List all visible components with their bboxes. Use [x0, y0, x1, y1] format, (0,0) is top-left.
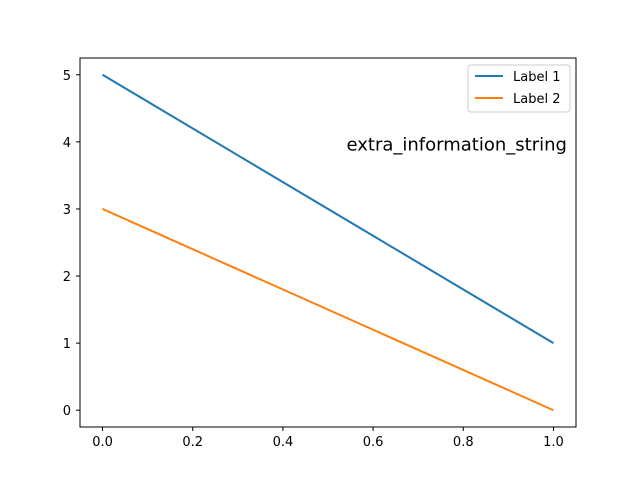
x-tick-label: 0.8 — [453, 435, 474, 450]
y-tick-label: 3 — [63, 203, 71, 218]
y-tick-label: 4 — [63, 136, 71, 151]
x-tick-label: 0.2 — [182, 435, 203, 450]
series-line-1 — [102, 73, 554, 344]
x-tick-label: 0.0 — [92, 435, 113, 450]
x-tick-label: 0.6 — [363, 435, 384, 450]
y-tick-label: 5 — [63, 69, 71, 84]
x-axis-ticks: 0.0 0.2 0.4 0.6 0.8 1.0 — [92, 427, 564, 450]
legend: Label 1 Label 2 — [467, 64, 571, 113]
y-axis-ticks: 0 1 2 3 4 5 — [63, 69, 80, 419]
x-tick-label: 1.0 — [543, 435, 564, 450]
series-lines — [102, 73, 554, 412]
axes-frame — [79, 57, 577, 428]
y-tick-label: 1 — [63, 337, 71, 352]
x-tick-label: 0.4 — [273, 435, 294, 450]
y-tick-label: 0 — [63, 404, 71, 419]
annotation-text: extra_information_string — [347, 135, 567, 156]
legend-label-2: Label 2 — [513, 92, 560, 107]
legend-label-1: Label 1 — [513, 70, 560, 85]
y-tick-label: 2 — [63, 270, 71, 285]
series-line-2 — [102, 208, 554, 412]
